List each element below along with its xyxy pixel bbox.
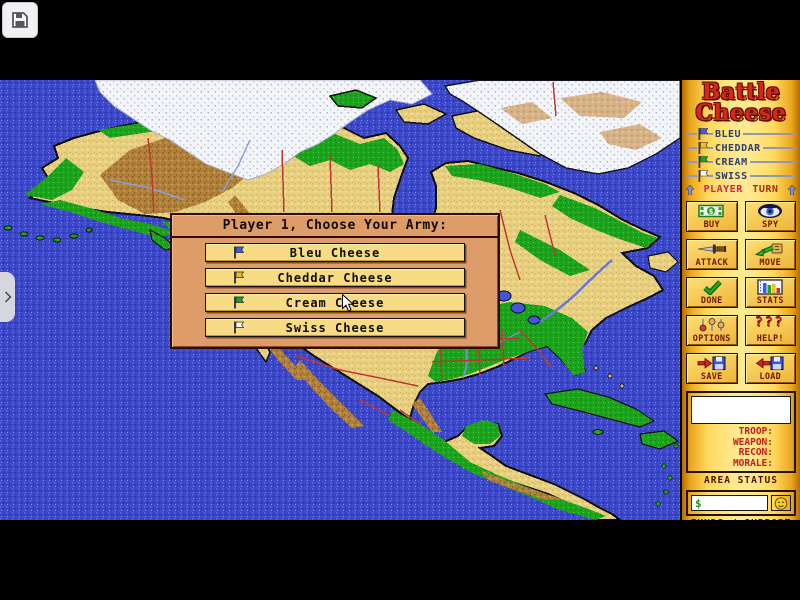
svg-text:$: $ [708,207,713,216]
player-turn-row: PLAYER TURN [685,183,797,196]
emulator-save-button[interactable] [2,2,38,38]
mouse-cursor [342,294,354,312]
bar-chart-icon [757,279,783,295]
area-status-panel: TROOP: WEAPON: RECON: MORALE: [686,391,796,473]
cheddar-flag-icon [234,271,244,284]
player-marker-arrow-icon [686,184,694,195]
legend-row-cream: CREAM [685,155,797,169]
recon-field: RECON: [738,447,773,458]
dagger-icon [697,244,726,254]
game-screen: Player 1, Choose Your Army: Bleu Cheese [0,80,800,520]
bleu-flag-icon [698,128,708,140]
great-lakes [496,290,541,325]
area-name-display [691,396,791,424]
button-label: SPY [762,220,779,230]
jamaica [592,429,604,435]
army-option-cheddar[interactable]: Cheddar Cheese [205,268,465,287]
sidebar: Battle Cheese BLEU [680,80,800,520]
stats-button[interactable]: STATS [744,277,796,308]
button-label: DONE [700,296,723,306]
turn-label: TURN [752,184,779,195]
support-mood-indicator [771,495,791,511]
army-option-cream[interactable]: Cream Cheese [205,293,465,312]
options-button[interactable]: OPTIONS [686,315,738,346]
buy-button[interactable]: $ BUY [686,201,738,232]
area-status-fields: TROOP: WEAPON: RECON: MORALE: [703,426,773,469]
cream-flag-icon [234,296,244,309]
legend-row-swiss: SWISS [685,169,797,183]
eye-icon [758,204,783,218]
legend-label: BLEU [715,128,742,140]
button-label: BUY [703,220,720,230]
action-button-grid: $ BUY SPY [686,201,796,384]
dialog-title: Player 1, Choose Your Army: [172,215,498,238]
cream-flag-icon [698,156,708,168]
game-title-line1: Battle [701,80,781,105]
army-option-swiss[interactable]: Swiss Cheese [205,318,465,337]
attack-button[interactable]: ATTACK [686,239,738,270]
cheddar-flag-icon [698,142,708,154]
funds-support-label: FUNDS / SUPPORT [685,518,797,520]
done-button[interactable]: DONE [686,277,738,308]
legend-row-cheddar: CHEDDAR [685,141,797,155]
army-legend: BLEU CHEDDAR [685,127,797,183]
area-status-label: AREA STATUS [704,475,778,486]
choose-army-dialog: Player 1, Choose Your Army: Bleu Cheese [170,213,500,349]
chevron-right-icon [4,291,12,303]
turn-marker-arrow-icon [788,184,796,195]
hispaniola [639,430,680,450]
game-title-line2: Cheese [695,100,787,126]
sidebar-expand-tab[interactable] [0,272,15,322]
legend-row-bleu: BLEU [685,127,797,141]
funds-field: $ [691,495,768,511]
button-label: HELP! [756,334,784,344]
player-label: PLAYER [703,184,743,195]
cuba [543,388,656,428]
money-icon: $ [698,204,724,218]
army-option-label: Bleu Cheese [289,245,381,260]
troop-field: TROOP: [738,426,773,437]
button-label: LOAD [759,372,782,382]
help-button[interactable]: ??? HELP! [744,315,796,346]
legend-label: CHEDDAR [715,142,761,154]
army-option-label: Cream Cheese [285,295,385,310]
button-label: OPTIONS [692,334,731,344]
button-label: ATTACK [695,258,728,268]
button-label: STATS [756,296,784,306]
move-button[interactable]: MOVE [744,239,796,270]
load-button[interactable]: LOAD [744,353,796,384]
swiss-flag-icon [698,170,708,182]
game-title: Battle Cheese [685,80,797,126]
army-option-label: Cheddar Cheese [277,270,393,285]
weapon-field: WEAPON: [732,436,773,448]
button-label: SAVE [700,372,723,382]
map-viewport: Player 1, Choose Your Army: Bleu Cheese [0,80,680,520]
morale-field: MORALE: [732,457,773,469]
bahamas [593,365,625,389]
save-disk-icon [697,356,726,370]
spy-button[interactable]: SPY [744,201,796,232]
swiss-flag-icon [234,321,244,334]
sliders-icon [699,318,725,332]
aleutian-islands [3,225,93,243]
button-label: MOVE [759,258,782,268]
smiley-face-icon [774,496,788,510]
floppy-disk-icon [12,12,28,28]
question-marks-icon: ??? [755,316,785,331]
dollar-sign: $ [695,496,702,510]
move-arrow-icon [755,243,783,257]
load-disk-icon [756,356,784,370]
funds-panel: $ [686,490,796,516]
save-button[interactable]: SAVE [686,353,738,384]
bleu-flag-icon [234,246,244,259]
army-option-bleu[interactable]: Bleu Cheese [205,243,465,262]
legend-label: CREAM [715,156,748,168]
army-option-label: Swiss Cheese [285,320,385,335]
legend-label: SWISS [715,170,748,182]
lesser-antilles [655,443,679,507]
dialog-body: Bleu Cheese Cheddar Cheese [172,238,498,347]
checkmark-icon [703,280,722,295]
